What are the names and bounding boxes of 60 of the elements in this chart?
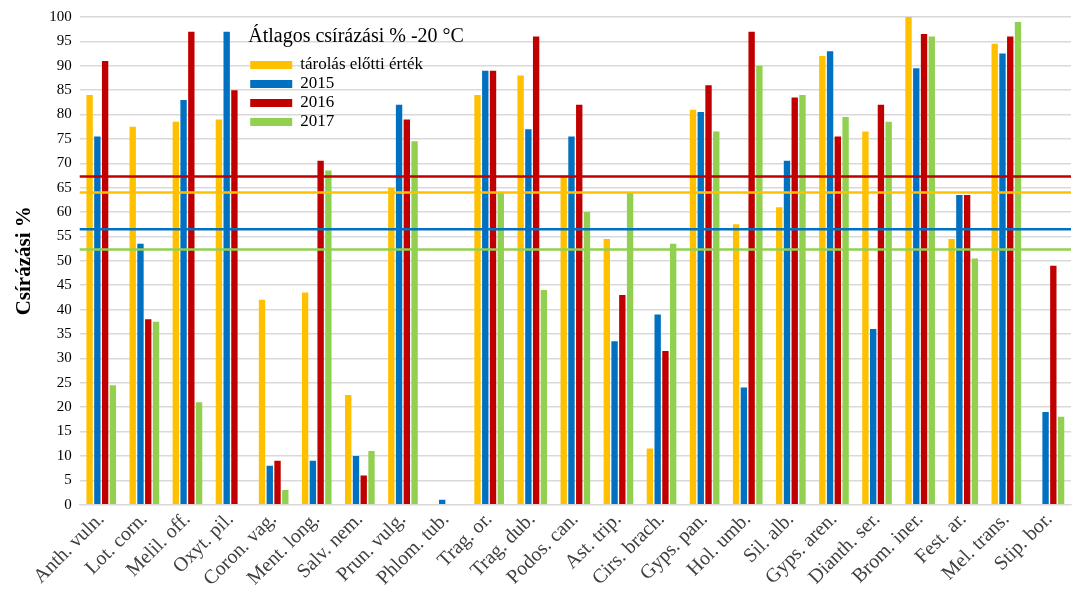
legend-label: 2017 xyxy=(300,111,335,131)
bar xyxy=(274,460,281,504)
bar xyxy=(603,238,610,504)
y-tick-label: 70 xyxy=(56,154,72,171)
y-tick-label: 30 xyxy=(56,349,72,366)
y-tick-label: 85 xyxy=(56,81,72,98)
y-tick-label: 65 xyxy=(56,178,72,195)
y-tick-label: 90 xyxy=(56,56,72,73)
bar xyxy=(266,465,273,504)
y-tick-label: 35 xyxy=(56,324,72,341)
bar xyxy=(1050,265,1057,504)
y-tick-label: 0 xyxy=(64,495,72,512)
bar xyxy=(971,258,979,504)
y-tick-label: 75 xyxy=(56,129,72,146)
y-tick-label: 10 xyxy=(56,446,72,463)
legend-label: 2015 xyxy=(300,73,335,93)
y-tick-label: 45 xyxy=(56,276,72,293)
bar xyxy=(368,451,375,504)
bar xyxy=(732,224,740,504)
y-tick-label: 25 xyxy=(56,373,72,390)
y-axis-title: Csírázási % xyxy=(11,206,36,316)
bar xyxy=(611,341,618,504)
bar xyxy=(1057,416,1065,504)
bar xyxy=(1042,412,1049,504)
bar xyxy=(646,448,654,504)
legend-label: 2016 xyxy=(300,92,335,112)
bar xyxy=(145,319,152,504)
bar xyxy=(345,394,352,504)
bar xyxy=(152,321,160,504)
y-tick-label: 95 xyxy=(56,32,72,49)
y-tick-label: 60 xyxy=(56,203,72,219)
bar xyxy=(352,455,360,504)
bar xyxy=(540,290,548,504)
bar xyxy=(301,292,309,504)
y-tick-label: 100 xyxy=(49,7,72,24)
bar xyxy=(948,238,955,504)
bar xyxy=(282,490,289,504)
y-tick-label: 50 xyxy=(56,251,72,268)
y-tick-label: 80 xyxy=(56,105,72,122)
y-tick-label: 20 xyxy=(56,398,72,415)
bar xyxy=(619,294,626,504)
bar xyxy=(662,351,669,504)
bar xyxy=(195,402,203,504)
bar xyxy=(740,387,748,504)
bar xyxy=(109,385,117,504)
bar xyxy=(258,299,266,504)
bar xyxy=(309,460,317,504)
bar xyxy=(654,314,661,504)
legend-title: Átlagos csírázási % -20 °C xyxy=(248,24,464,48)
bar xyxy=(963,194,971,504)
y-tick-label: 40 xyxy=(56,300,72,317)
bar xyxy=(869,329,877,504)
bar xyxy=(360,475,367,504)
y-tick-label: 15 xyxy=(56,422,72,439)
y-tick-label: 5 xyxy=(64,471,72,488)
legend-label: tárolás előtti érték xyxy=(300,54,424,74)
bar xyxy=(438,499,446,504)
bar xyxy=(776,207,783,504)
y-tick-label: 55 xyxy=(56,227,72,244)
bar xyxy=(137,243,144,504)
